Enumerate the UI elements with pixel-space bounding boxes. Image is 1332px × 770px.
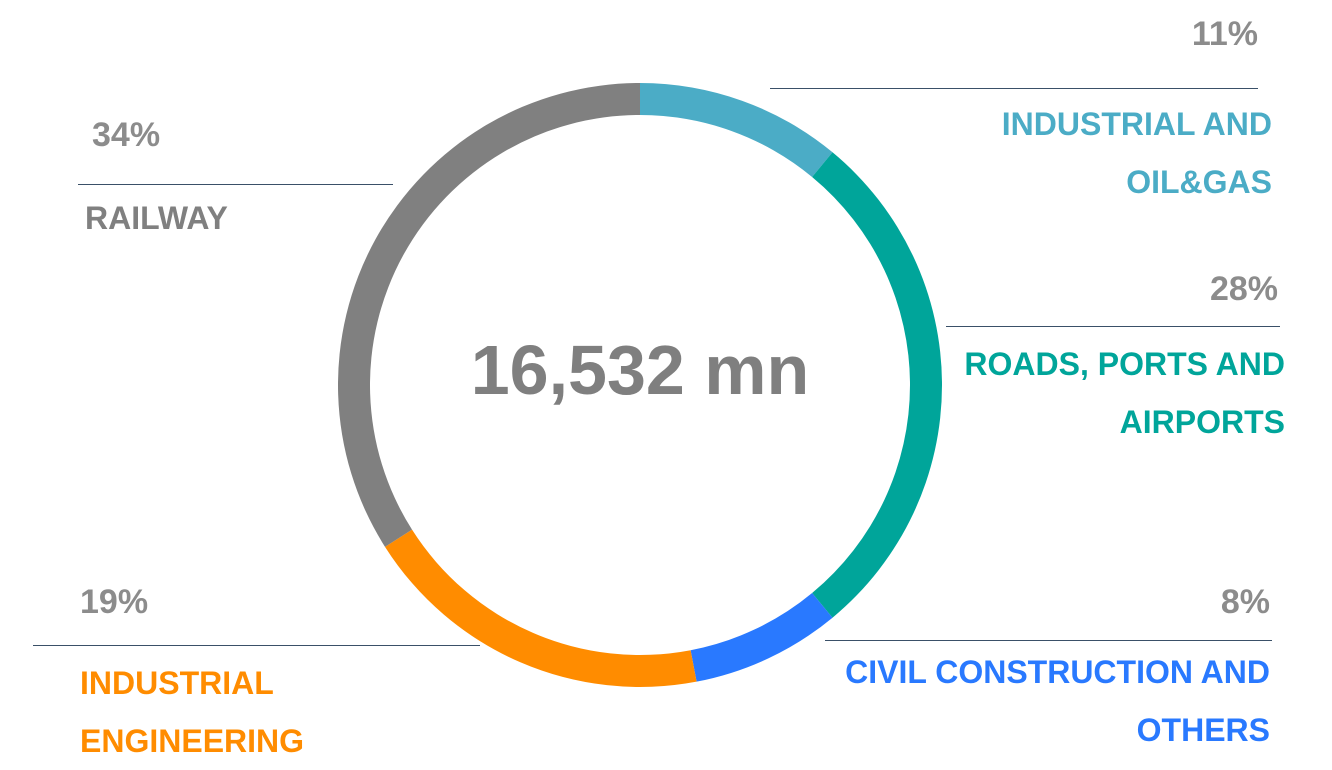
percent-label: 11% (1191, 15, 1258, 53)
donut-slice (337, 83, 640, 547)
category-label: RAILWAY (85, 200, 228, 236)
percent-label: 8% (1220, 583, 1270, 621)
category-label: ROADS, PORTS AND AIRPORTS (964, 346, 1285, 440)
donut-slice (640, 83, 833, 177)
center-label: 16,532 mn (470, 331, 810, 409)
donut-slice (690, 593, 833, 682)
leader-line (770, 88, 1258, 89)
category-label: CIVIL CONSTRUCTION AND OTHERS (845, 654, 1270, 748)
percent-label: 28% (1209, 270, 1278, 308)
leader-line (33, 645, 480, 646)
category-label: INDUSTRIAL ENGINEERING (80, 665, 305, 759)
donut-slice (385, 529, 697, 687)
category-label: INDUSTRIAL AND OIL&GAS (1001, 106, 1272, 200)
percent-label: 34% (92, 116, 161, 154)
percent-label: 19% (80, 583, 149, 621)
donut-slice (812, 152, 942, 618)
leader-line (946, 326, 1280, 327)
leader-line (78, 184, 393, 185)
leader-line (825, 640, 1272, 641)
